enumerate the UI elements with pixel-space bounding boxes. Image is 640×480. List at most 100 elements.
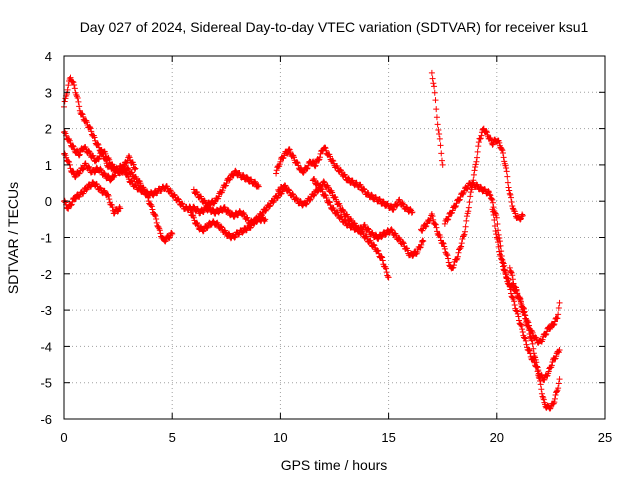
data-point — [190, 214, 197, 221]
data-point — [327, 202, 334, 209]
data-point — [201, 197, 208, 204]
data-point — [65, 205, 72, 212]
data-point — [436, 135, 443, 142]
data-point — [62, 95, 69, 102]
data-point — [284, 150, 291, 157]
data-point — [440, 240, 447, 247]
data-point — [200, 228, 207, 235]
x-tick-label: 15 — [381, 430, 395, 445]
data-point — [404, 247, 411, 254]
data-point — [68, 201, 75, 208]
data-point — [382, 231, 389, 238]
data-point — [80, 113, 87, 120]
data-point — [333, 208, 340, 215]
y-tick-label: -1 — [40, 231, 52, 246]
series-track-13 — [489, 206, 563, 383]
data-point — [167, 187, 174, 194]
data-point — [219, 187, 226, 194]
y-tick-label: 4 — [45, 49, 52, 64]
data-point — [483, 128, 490, 135]
data-point — [500, 154, 507, 161]
data-point — [126, 154, 133, 161]
data-point — [279, 186, 286, 193]
data-point — [97, 165, 104, 172]
data-point — [457, 245, 464, 252]
data-point — [453, 256, 460, 263]
data-point — [326, 199, 333, 206]
data-point — [171, 191, 178, 198]
series-track-10 — [428, 69, 446, 168]
data-point — [542, 331, 549, 338]
data-point — [279, 155, 286, 162]
data-point — [387, 202, 394, 209]
data-point — [344, 213, 351, 220]
data-point — [443, 251, 450, 258]
data-point — [271, 197, 278, 204]
grid-lines — [64, 56, 605, 419]
data-point — [96, 153, 103, 160]
data-point — [70, 143, 77, 150]
data-point — [551, 395, 558, 402]
data-point — [383, 269, 390, 276]
data-point — [520, 304, 527, 311]
data-point — [546, 405, 553, 412]
data-point — [432, 221, 439, 228]
data-point — [433, 114, 440, 121]
data-point — [286, 187, 293, 194]
data-point — [121, 164, 128, 171]
data-point — [490, 208, 497, 215]
data-point — [452, 203, 459, 210]
data-point — [482, 128, 489, 135]
data-point — [506, 264, 513, 271]
data-point — [106, 156, 113, 163]
data-point — [241, 211, 248, 218]
data-point — [378, 253, 385, 260]
data-point — [553, 353, 560, 360]
data-point — [437, 234, 444, 241]
data-point — [444, 252, 451, 259]
data-point — [524, 318, 531, 325]
data-point — [320, 178, 327, 185]
data-point — [104, 191, 111, 198]
data-point — [491, 217, 498, 224]
data-point — [187, 206, 194, 213]
data-point — [551, 321, 558, 328]
data-point — [499, 259, 506, 266]
axis-ticks: 0 5 10 15 20 25 -6 -5 -4 -3 -2 -1 0 1 2 3 4 — [40, 49, 612, 445]
data-point — [207, 202, 214, 209]
data-point — [92, 137, 99, 144]
series-track-11 — [418, 125, 526, 272]
data-point — [470, 171, 477, 178]
data-point — [94, 140, 101, 147]
data-point — [550, 400, 557, 407]
data-point — [460, 232, 467, 239]
data-point — [365, 225, 372, 232]
data-point — [519, 212, 526, 219]
data-point — [517, 295, 524, 302]
data-point — [277, 158, 284, 165]
data-point — [315, 157, 322, 164]
data-point — [409, 209, 416, 216]
data-point — [548, 362, 555, 369]
data-point — [340, 207, 347, 214]
data-point — [535, 367, 542, 374]
data-point — [472, 163, 479, 170]
data-point — [422, 223, 429, 230]
data-point — [152, 212, 159, 219]
data-point — [72, 174, 79, 181]
data-point — [551, 318, 558, 325]
data-point — [452, 204, 459, 211]
data-point — [522, 312, 529, 319]
data-point — [76, 151, 83, 158]
data-point — [512, 210, 519, 217]
data-point — [526, 347, 533, 354]
data-point — [263, 206, 270, 213]
data-point — [515, 313, 522, 320]
data-point — [439, 239, 446, 246]
data-point — [303, 200, 310, 207]
data-point — [388, 226, 395, 233]
data-point — [303, 201, 310, 208]
data-point — [445, 213, 452, 220]
data-point — [70, 79, 77, 86]
